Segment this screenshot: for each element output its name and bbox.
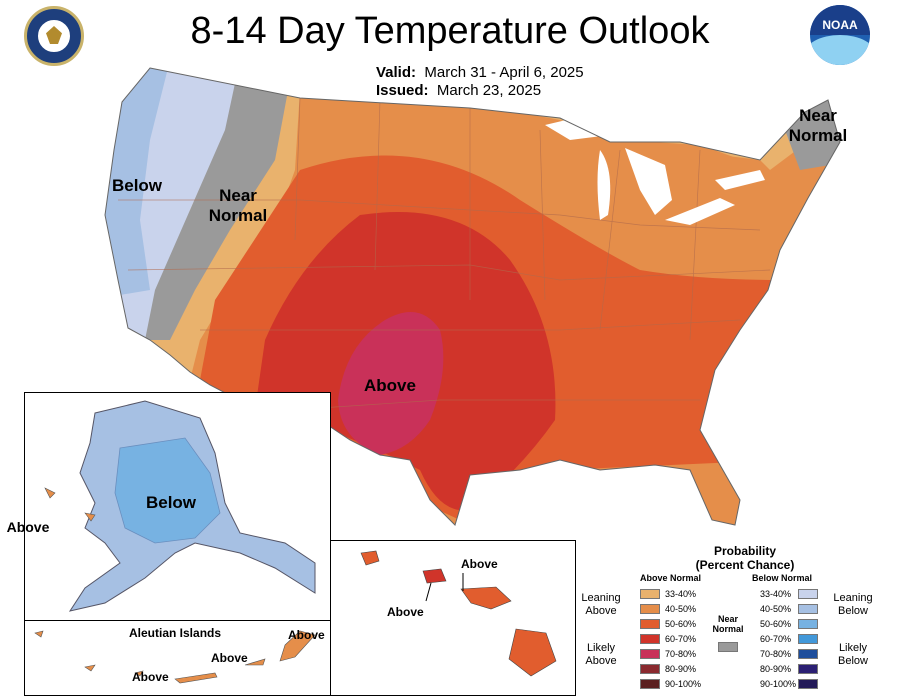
legend-below-range: 90-100% <box>760 679 797 689</box>
above-70-80-region <box>338 312 444 455</box>
legend-above-range: 70-80% <box>665 649 697 659</box>
legend-below-swatch <box>798 649 818 659</box>
legend-below-range: 50-60% <box>760 619 792 629</box>
alaska-map <box>44 400 316 612</box>
legend-above-swatch <box>640 649 660 659</box>
legend-below-swatch <box>798 604 818 614</box>
aleutian-inset: Aleutian Islands Above Above Above <box>24 620 331 696</box>
legend-above-range: 50-60% <box>665 619 697 629</box>
issued-value: March 23, 2025 <box>436 82 542 99</box>
legend-title-line1: Probability <box>713 544 776 558</box>
conus-outline <box>104 67 841 526</box>
label-above-center: Above <box>364 376 416 395</box>
legend-below-range: 40-50% <box>760 604 792 614</box>
legend-below-swatch <box>798 619 818 629</box>
aleutian-title: Aleutian Islands <box>129 626 222 640</box>
commerce-seal-logo <box>24 6 84 66</box>
hawaii-label-leaders <box>425 573 464 602</box>
valid-label: Valid: <box>376 64 417 81</box>
legend-below-swatch <box>798 679 818 689</box>
aleutian-map <box>34 630 316 684</box>
hawaii-island-maui-group <box>460 586 512 610</box>
legend-below-range: 80-90% <box>760 664 792 674</box>
aleutian-above-1: Above <box>288 628 325 642</box>
label-alaska-above: Above <box>6 519 50 535</box>
legend-leaning-above: Leaning Above <box>581 592 621 617</box>
hawaii-island-big-island <box>508 628 557 677</box>
valid-line: Valid: March 31 - April 6, 2025 <box>376 64 584 81</box>
hawaii-island-oahu <box>422 568 447 584</box>
state-borders <box>118 97 771 411</box>
legend-below-header: Below Normal <box>752 573 813 583</box>
hawaii-above-1: Above <box>461 557 498 571</box>
legend-above-swatch <box>640 679 660 689</box>
hawaii-island-niihau-kauai <box>360 550 380 566</box>
legend-above-header: Above Normal <box>640 573 702 583</box>
legend-above-swatch <box>640 619 660 629</box>
aleutian-above-2: Above <box>211 651 248 665</box>
legend-title: Probability (Percent Chance) <box>650 544 840 572</box>
aleutian-islands <box>34 630 316 684</box>
legend-above-range: 90-100% <box>665 679 702 689</box>
legend-leaning-below: Leaning Below <box>833 592 873 617</box>
label-below-west: Below <box>111 176 163 195</box>
alaska-below-50-60 <box>114 437 221 544</box>
legend-likely-above: Likely Above <box>585 642 617 667</box>
noaa-logo-text: NOAA <box>822 18 858 32</box>
eagle-icon <box>46 26 62 44</box>
legend-above-range: 60-70% <box>665 634 697 644</box>
legend-above-swatch <box>640 589 660 599</box>
label-near-normal-west: Near Normal <box>208 186 268 225</box>
legend-below-swatch <box>798 589 818 599</box>
legend-below-range: 33-40% <box>760 589 792 599</box>
legend-below-range: 60-70% <box>760 634 792 644</box>
hawaii-inset: Above Above <box>330 540 576 696</box>
noaa-logo: NOAA <box>810 5 870 65</box>
legend-above-range: 80-90% <box>665 664 697 674</box>
hawaii-map <box>360 550 557 677</box>
near-normal-west-region <box>140 70 290 340</box>
label-near-normal-northeast: Near Normal <box>788 106 848 145</box>
legend-above-swatch <box>640 664 660 674</box>
legend-likely-below: Likely Below <box>838 642 868 667</box>
legend-above-swatch <box>640 634 660 644</box>
legend-below-swatch <box>798 664 818 674</box>
aleutian-above-3: Above <box>132 670 169 684</box>
legend-below-swatch <box>798 634 818 644</box>
legend-below-range: 70-80% <box>760 649 792 659</box>
issued-line: Issued: March 23, 2025 <box>376 82 541 99</box>
alaska-islands-above <box>44 487 96 522</box>
valid-value: March 31 - April 6, 2025 <box>424 64 584 81</box>
page-title: 8-14 Day Temperature Outlook <box>190 10 710 52</box>
legend-near-normal-label: Near Normal <box>712 614 744 634</box>
legend-above-swatch <box>640 604 660 614</box>
legend-above-range: 33-40% <box>665 589 697 599</box>
legend-near-normal-swatch <box>718 642 738 652</box>
legend-title-line2: (Percent Chance) <box>695 558 795 572</box>
legend-above-range: 40-50% <box>665 604 697 614</box>
hawaii-above-2: Above <box>387 605 424 619</box>
label-alaska-below: Below <box>145 493 197 512</box>
issued-label: Issued: <box>376 82 429 99</box>
above-40-50-lakes-region <box>530 120 790 190</box>
alaska-inset: Below <box>24 392 331 622</box>
